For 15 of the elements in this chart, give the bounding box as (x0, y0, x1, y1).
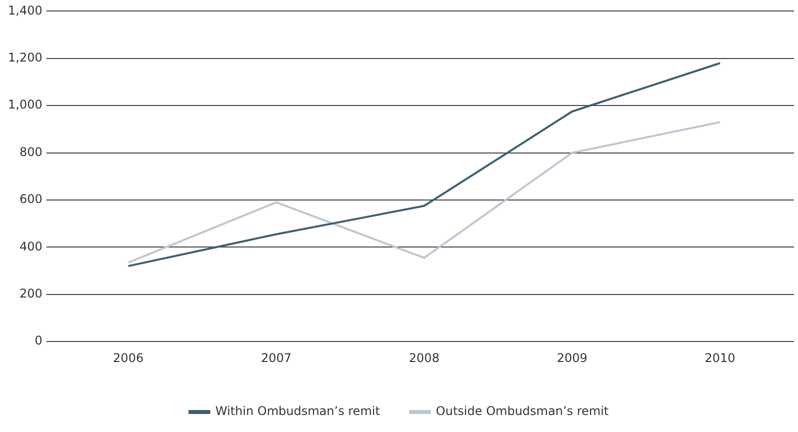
x-tick-label: 2009 (556, 350, 588, 365)
y-tick-label: 400 (19, 239, 42, 254)
y-tick-label: 200 (19, 286, 42, 301)
legend-label: Within Ombudsman’s remit (215, 404, 380, 418)
x-tick-label: 2010 (704, 350, 736, 365)
y-tick-label: 0 (34, 334, 42, 348)
legend-label: Outside Ombudsman’s remit (436, 404, 609, 418)
y-tick-label: 1,000 (8, 98, 42, 112)
y-tick-label: 1,400 (8, 3, 42, 18)
x-tick-label: 2007 (260, 350, 292, 365)
y-tick-label: 1,200 (8, 50, 42, 65)
y-tick-label: 600 (19, 192, 42, 206)
y-tick-label: 800 (19, 144, 42, 159)
x-tick-label: 2008 (408, 350, 440, 365)
x-tick-label: 2006 (113, 350, 144, 365)
